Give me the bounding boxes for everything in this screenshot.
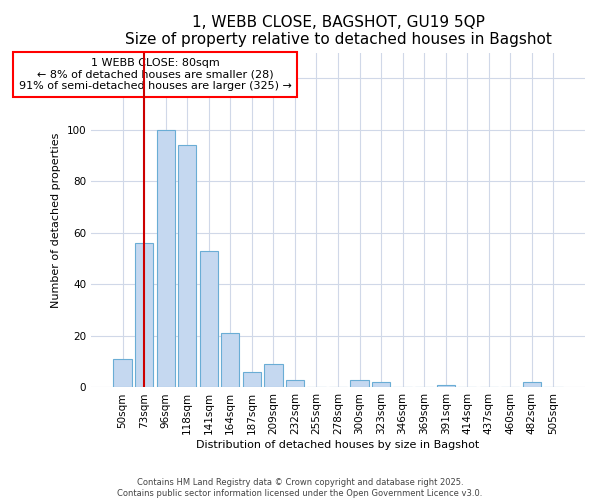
Bar [437, 385, 455, 388]
Bar [113, 359, 132, 388]
Bar [178, 146, 196, 388]
Bar [372, 382, 390, 388]
Title: 1, WEBB CLOSE, BAGSHOT, GU19 5QP
Size of property relative to detached houses in: 1, WEBB CLOSE, BAGSHOT, GU19 5QP Size of… [125, 15, 551, 48]
Bar [200, 251, 218, 388]
Bar [157, 130, 175, 388]
Bar [221, 334, 239, 388]
Bar [523, 382, 541, 388]
Y-axis label: Number of detached properties: Number of detached properties [51, 132, 61, 308]
Bar [135, 244, 153, 388]
Text: Contains HM Land Registry data © Crown copyright and database right 2025.
Contai: Contains HM Land Registry data © Crown c… [118, 478, 482, 498]
X-axis label: Distribution of detached houses by size in Bagshot: Distribution of detached houses by size … [196, 440, 479, 450]
Text: 1 WEBB CLOSE: 80sqm
← 8% of detached houses are smaller (28)
91% of semi-detache: 1 WEBB CLOSE: 80sqm ← 8% of detached hou… [19, 58, 292, 91]
Bar [286, 380, 304, 388]
Bar [264, 364, 283, 388]
Bar [350, 380, 368, 388]
Bar [242, 372, 261, 388]
